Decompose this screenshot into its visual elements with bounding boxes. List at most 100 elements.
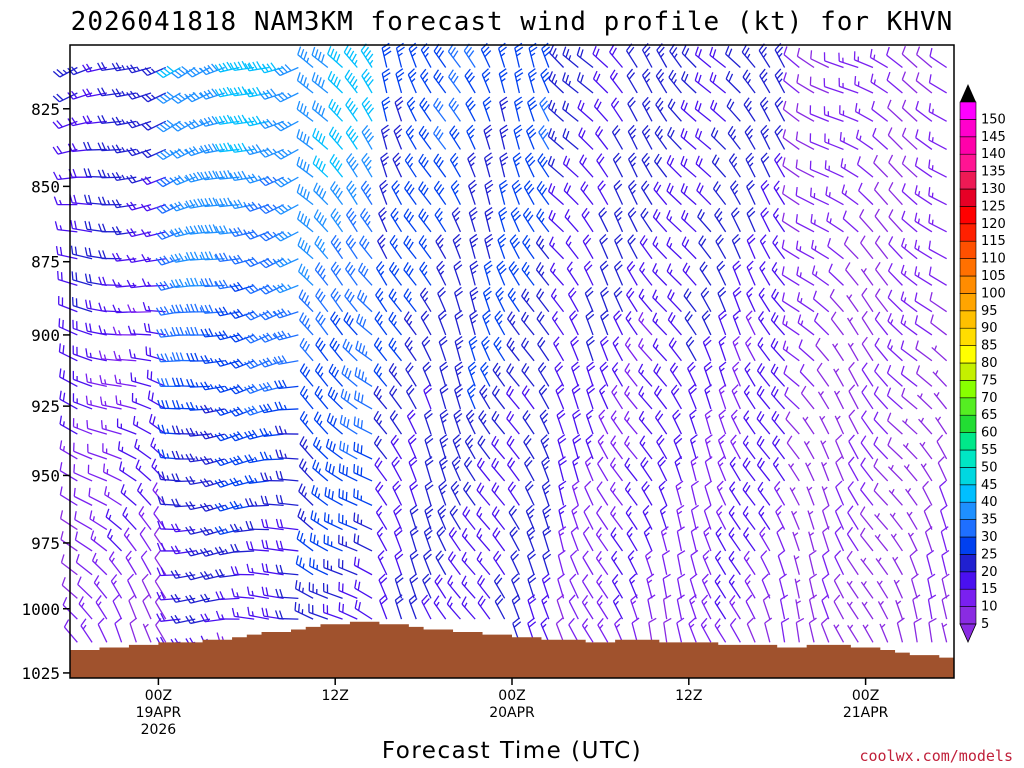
- wind-barb: [887, 99, 903, 122]
- wind-barb: [143, 322, 166, 336]
- wind-barb: [478, 410, 491, 435]
- wind-barb: [142, 594, 152, 620]
- wind-barb: [477, 595, 491, 620]
- wind-barb: [592, 45, 609, 68]
- wind-barb: [931, 345, 948, 362]
- wind-barb: [273, 231, 299, 242]
- wind-barb: [483, 124, 493, 150]
- wind-barb: [609, 44, 623, 68]
- wind-barb: [613, 179, 624, 205]
- wind-barb: [125, 550, 137, 576]
- wind-barb: [600, 286, 609, 312]
- wind-barb: [52, 145, 78, 155]
- wind-barb: [613, 207, 624, 233]
- wind-barb: [275, 449, 299, 460]
- wind-barb: [770, 363, 786, 387]
- wind-barb: [796, 266, 815, 286]
- wind-barb: [59, 390, 78, 410]
- wind-barb: [941, 594, 950, 620]
- wind-barb: [783, 72, 800, 94]
- wind-barb: [873, 458, 889, 482]
- colorbar-swatch: [959, 467, 977, 486]
- wind-barb: [548, 99, 564, 122]
- wind-barb: [72, 345, 93, 362]
- wind-barb: [799, 363, 815, 387]
- wind-barb: [100, 420, 122, 435]
- wind-barb: [820, 617, 830, 643]
- wind-barb: [652, 263, 668, 286]
- wind-barb: [690, 504, 699, 530]
- wind-barb: [185, 171, 211, 183]
- wind-barb: [654, 410, 668, 435]
- wind-barb: [390, 434, 403, 460]
- wind-barb: [186, 326, 210, 336]
- wind-barb: [796, 292, 815, 313]
- wind-barb: [833, 573, 845, 599]
- wind-barb: [628, 573, 638, 599]
- wind-barb: [809, 133, 830, 151]
- wind-barb: [886, 412, 903, 435]
- wind-barb: [229, 281, 255, 293]
- wind-barb: [756, 435, 771, 460]
- wind-barb: [593, 98, 609, 122]
- wind-barb: [870, 73, 889, 94]
- wind-barb: [730, 409, 741, 435]
- wind-barb: [97, 142, 122, 152]
- wind-barb: [536, 180, 550, 206]
- wind-barb: [680, 183, 697, 206]
- wind-barb: [140, 176, 167, 186]
- wind-barb: [70, 219, 93, 233]
- wind-barb: [342, 338, 358, 362]
- wind-barb: [112, 326, 137, 336]
- wind-barb: [663, 617, 672, 643]
- wind-barb: [330, 287, 344, 313]
- wind-barb: [114, 617, 123, 643]
- wind-barb: [244, 115, 270, 127]
- colorbar-swatch: [959, 293, 977, 312]
- wind-barb: [781, 239, 800, 260]
- wind-barb: [809, 187, 830, 206]
- wind-barb: [513, 124, 523, 150]
- wind-barb: [99, 375, 122, 388]
- wind-barb: [536, 288, 550, 313]
- wind-barb: [906, 511, 918, 530]
- wind-barb: [112, 279, 137, 288]
- wind-barb: [915, 72, 933, 94]
- wind-barb: [393, 526, 403, 552]
- wind-barb: [419, 97, 432, 122]
- wind-barb: [199, 430, 225, 440]
- wind-barb: [712, 181, 727, 206]
- wind-barb: [536, 311, 550, 336]
- wind-barb: [571, 384, 581, 410]
- wind-barb: [450, 480, 462, 506]
- wind-barb: [614, 233, 624, 259]
- wind-barb: [937, 456, 948, 482]
- wind-barb: [667, 126, 682, 150]
- wind-barb: [98, 325, 122, 336]
- wind-barb: [611, 125, 624, 150]
- wind-barb: [356, 289, 373, 313]
- wind-barb: [676, 526, 685, 552]
- wind-barb: [916, 393, 933, 410]
- colorbar-swatch: [959, 588, 977, 607]
- wind-barb: [296, 72, 314, 94]
- wind-barb: [170, 175, 196, 186]
- wind-barb: [230, 566, 255, 576]
- wind-barb: [599, 335, 609, 362]
- wind-barb: [409, 504, 419, 530]
- wind-barb: [493, 550, 506, 576]
- wind-barb: [869, 48, 889, 69]
- colorbar-label: 60: [981, 426, 998, 441]
- wind-barb: [215, 610, 240, 620]
- wind-barb: [507, 457, 520, 482]
- wind-barb: [854, 103, 874, 122]
- wind-barb: [901, 210, 918, 233]
- wind-barb: [185, 251, 211, 261]
- wind-barb: [403, 235, 417, 260]
- wind-barb: [716, 260, 727, 286]
- wind-barb: [437, 286, 447, 312]
- wind-barb: [572, 434, 582, 460]
- wind-barb: [295, 555, 314, 576]
- wind-barb: [229, 332, 255, 343]
- wind-barb: [745, 594, 756, 620]
